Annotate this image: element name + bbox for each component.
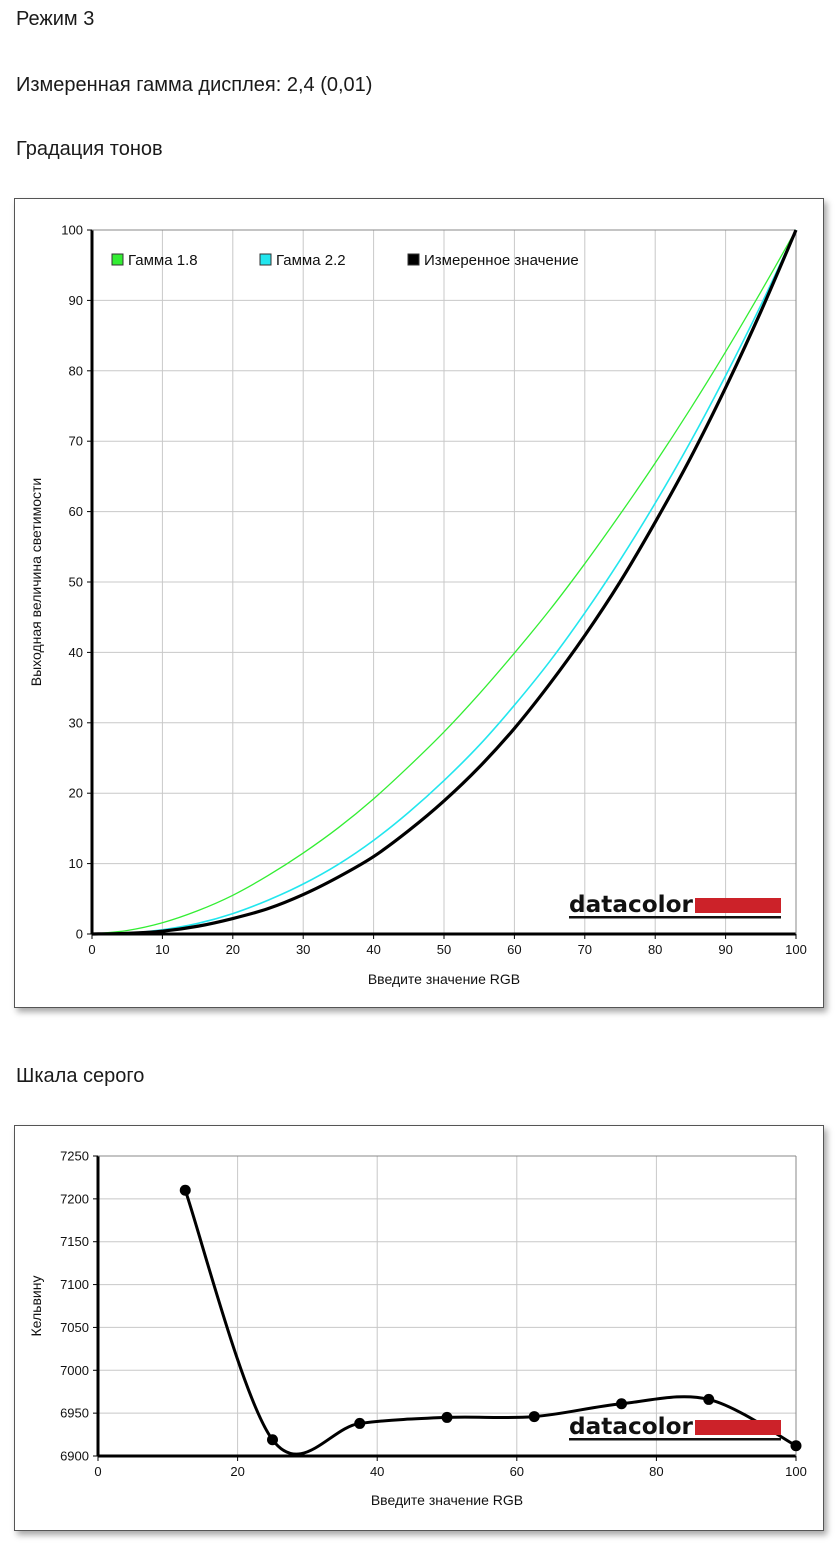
datacolor-logo: datacolor	[569, 1414, 781, 1441]
x-axis-title: Введите значение RGB	[371, 1492, 523, 1508]
y-tick-label: 20	[69, 786, 83, 801]
datacolor-logo-text: datacolor	[569, 1414, 694, 1440]
y-tick-label: 100	[61, 223, 83, 238]
gray-scale-heading: Шкала серого	[16, 1065, 145, 1087]
y-tick-label: 60	[69, 504, 83, 519]
legend-label-1: Гамма 1.8	[128, 252, 198, 269]
y-tick-label: 7250	[60, 1149, 89, 1164]
datacolor-logo-text: datacolor	[569, 892, 694, 918]
series-line-1	[91, 229, 797, 935]
x-tick-label: 30	[296, 942, 310, 957]
tone-chart: 0 10 20 30 40 50 60 70 80 90 100 0 10 20 30 40 50 60 70 80 9…	[28, 223, 807, 988]
x-axis-title: Введите значение RGB	[368, 971, 520, 987]
x-tick-label: 100	[785, 1464, 807, 1479]
y-tick-label: 50	[69, 575, 83, 590]
x-tick-label: 20	[230, 1464, 244, 1479]
gray-chart-panel: 0 20 40 60 80 100 6900 6950 7000 7050 7100 7150 7200…	[14, 1125, 824, 1531]
kelvin-point	[441, 1411, 453, 1423]
tone-chart-panel: 0 10 20 30 40 50 60 70 80 90 100 0 10 20 30 40 50 60 70 80 9…	[14, 198, 824, 1008]
x-tick-label: 40	[370, 1464, 384, 1479]
datacolor-logo-bar	[695, 1420, 781, 1435]
datacolor-logo-underline	[569, 916, 781, 919]
legend-label-2: Гамма 2.2	[276, 252, 346, 269]
y-axis-title: Кельвину	[28, 1276, 44, 1337]
series-line-3	[91, 229, 798, 936]
x-tick-label: 100	[785, 942, 807, 957]
y-tick-label: 6950	[60, 1406, 89, 1421]
y-tick-label: 7050	[60, 1320, 89, 1335]
y-tick-label: 7150	[60, 1234, 89, 1249]
y-tick-label: 70	[69, 434, 83, 449]
datacolor-logo-bar	[695, 898, 781, 913]
measured-gamma-text: Измеренная гамма дисплея: 2,4 (0,01)	[16, 74, 373, 96]
gray-chart: 0 20 40 60 80 100 6900 6950 7000 7050 7100 7150 7200…	[28, 1149, 807, 1509]
tone-gradation-heading: Градация тонов	[16, 138, 163, 160]
x-tick-label: 0	[94, 1464, 101, 1479]
y-tick-label: 10	[69, 856, 83, 871]
x-tick-label: 70	[578, 942, 592, 957]
y-tick-label: 90	[69, 293, 83, 308]
legend-swatch-1	[111, 253, 124, 266]
y-axis-title: Выходная величина светимости	[28, 478, 44, 686]
y-tick-label: 0	[76, 927, 83, 942]
x-tick-label: 50	[437, 942, 451, 957]
y-tick-label: 7100	[60, 1277, 89, 1292]
x-tick-label: 80	[648, 942, 662, 957]
series-line-2	[91, 229, 797, 935]
x-tick-label: 40	[366, 942, 380, 957]
datacolor-logo-underline	[569, 1438, 781, 1441]
x-tick-label: 80	[649, 1464, 663, 1479]
x-tick-label: 90	[718, 942, 732, 957]
kelvin-point	[267, 1434, 278, 1446]
y-tick-label: 7200	[60, 1191, 89, 1206]
mode-title: Режим 3	[16, 8, 95, 30]
kelvin-point	[790, 1440, 802, 1452]
y-tick-label: 30	[69, 715, 83, 730]
legend-swatch-2	[259, 253, 272, 266]
kelvin-point	[528, 1411, 540, 1423]
chart-legend: Гамма 1.8 Гамма 2.2 Измеренное значение	[111, 252, 579, 269]
x-tick-label: 10	[155, 942, 169, 957]
kelvin-point	[703, 1393, 715, 1405]
kelvin-line	[183, 1189, 797, 1456]
legend-label-3: Измеренное значение	[424, 252, 579, 269]
y-tick-label: 80	[69, 363, 83, 378]
kelvin-point	[354, 1417, 366, 1429]
datacolor-logo: datacolor	[569, 892, 781, 919]
legend-swatch-3	[407, 253, 420, 266]
x-tick-label: 60	[507, 942, 521, 957]
x-tick-label: 20	[226, 942, 240, 957]
y-tick-label: 40	[69, 645, 83, 660]
y-tick-label: 7000	[60, 1363, 89, 1378]
kelvin-point	[179, 1184, 191, 1196]
y-tick-label: 6900	[60, 1449, 89, 1464]
kelvin-point	[616, 1398, 627, 1410]
x-tick-label: 60	[510, 1464, 524, 1479]
x-tick-label: 0	[88, 942, 95, 957]
